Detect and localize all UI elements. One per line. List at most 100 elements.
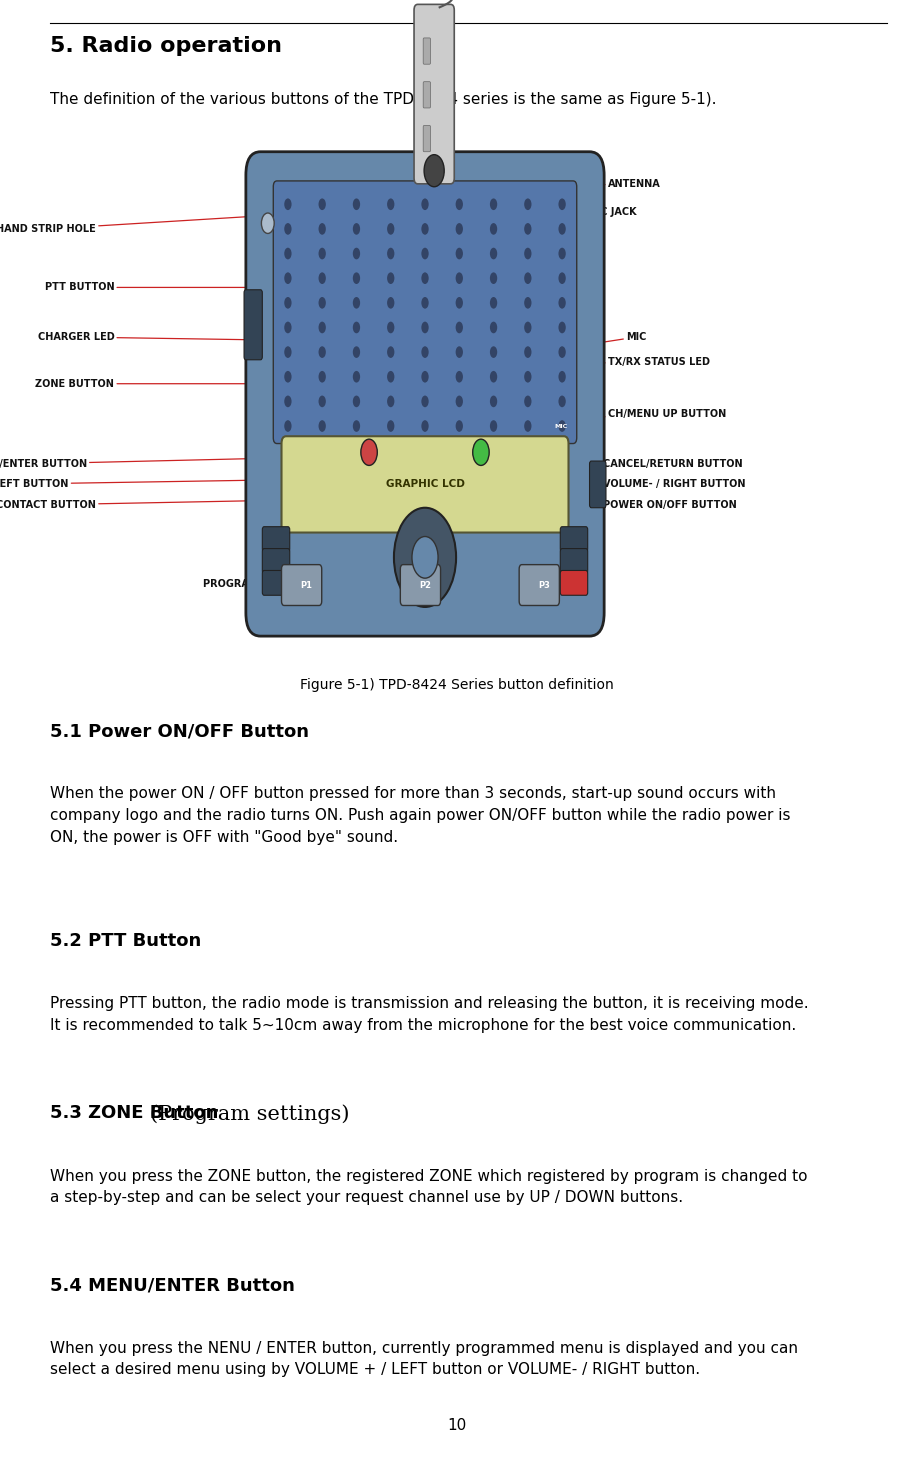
Circle shape xyxy=(421,371,429,382)
Text: When you press the ZONE button, the registered ZONE which registered by program : When you press the ZONE button, the regi… xyxy=(50,1169,808,1205)
Circle shape xyxy=(318,248,325,260)
Circle shape xyxy=(387,395,395,407)
Circle shape xyxy=(261,213,274,233)
Circle shape xyxy=(490,321,497,333)
Text: 5.4 MENU/ENTER Button: 5.4 MENU/ENTER Button xyxy=(50,1277,295,1294)
Circle shape xyxy=(558,298,566,309)
Circle shape xyxy=(353,395,360,407)
Circle shape xyxy=(284,420,292,432)
Circle shape xyxy=(455,395,462,407)
Circle shape xyxy=(490,223,497,235)
Text: HAND STRIP HOLE: HAND STRIP HOLE xyxy=(0,214,255,233)
Circle shape xyxy=(421,198,429,210)
Circle shape xyxy=(558,198,566,210)
Circle shape xyxy=(525,371,532,382)
Text: P2: P2 xyxy=(419,581,431,589)
Circle shape xyxy=(318,371,325,382)
Circle shape xyxy=(490,198,497,210)
Circle shape xyxy=(318,198,325,210)
Circle shape xyxy=(318,298,325,309)
Circle shape xyxy=(394,508,456,607)
Circle shape xyxy=(421,420,429,432)
Text: The definition of the various buttons of the TPD-8424 series is the same as Figu: The definition of the various buttons of… xyxy=(50,92,717,107)
Text: CH/MENU DOWN BUTTON: CH/MENU DOWN BUTTON xyxy=(415,589,554,603)
Text: PTT BUTTON: PTT BUTTON xyxy=(45,283,250,292)
FancyBboxPatch shape xyxy=(400,565,441,605)
Text: POWER ON/OFF BUTTON: POWER ON/OFF BUTTON xyxy=(551,499,737,509)
Circle shape xyxy=(284,321,292,333)
Circle shape xyxy=(353,298,360,309)
FancyBboxPatch shape xyxy=(282,436,569,533)
Circle shape xyxy=(455,273,462,285)
Text: Figure 5-1) TPD-8424 Series button definition: Figure 5-1) TPD-8424 Series button defin… xyxy=(300,678,614,693)
Circle shape xyxy=(387,321,395,333)
Circle shape xyxy=(490,420,497,432)
Circle shape xyxy=(558,420,566,432)
Circle shape xyxy=(421,298,429,309)
FancyBboxPatch shape xyxy=(246,152,604,636)
Text: MIC: MIC xyxy=(555,425,568,429)
FancyBboxPatch shape xyxy=(273,181,577,444)
Circle shape xyxy=(284,395,292,407)
Circle shape xyxy=(455,198,462,210)
Circle shape xyxy=(525,223,532,235)
Circle shape xyxy=(387,346,395,357)
FancyBboxPatch shape xyxy=(590,461,606,508)
Text: PROGRAMMABLE BUTTON: PROGRAMMABLE BUTTON xyxy=(204,576,345,588)
Circle shape xyxy=(421,395,429,407)
Circle shape xyxy=(490,371,497,382)
Circle shape xyxy=(353,321,360,333)
Circle shape xyxy=(284,198,292,210)
Text: MIC: MIC xyxy=(575,333,646,347)
Circle shape xyxy=(490,273,497,285)
Circle shape xyxy=(455,346,462,357)
Circle shape xyxy=(525,346,532,357)
Circle shape xyxy=(353,371,360,382)
Circle shape xyxy=(318,223,325,235)
Circle shape xyxy=(318,346,325,357)
Circle shape xyxy=(318,273,325,285)
Circle shape xyxy=(558,371,566,382)
Circle shape xyxy=(424,155,444,187)
Circle shape xyxy=(284,298,292,309)
Text: CANCEL/RETURN BUTTON: CANCEL/RETURN BUTTON xyxy=(555,457,743,468)
Text: CH/MENU UP BUTTON: CH/MENU UP BUTTON xyxy=(597,410,726,419)
Circle shape xyxy=(525,248,532,260)
Circle shape xyxy=(284,223,292,235)
Circle shape xyxy=(558,395,566,407)
Circle shape xyxy=(455,223,462,235)
Circle shape xyxy=(525,420,532,432)
Text: When you press the NENU / ENTER button, currently programmed menu is displayed a: When you press the NENU / ENTER button, … xyxy=(50,1341,798,1377)
Circle shape xyxy=(525,198,532,210)
Circle shape xyxy=(284,346,292,357)
Circle shape xyxy=(387,273,395,285)
Circle shape xyxy=(387,371,395,382)
Circle shape xyxy=(412,537,438,578)
Text: 10: 10 xyxy=(447,1418,467,1433)
FancyBboxPatch shape xyxy=(560,570,588,595)
Text: TX/RX STATUS LED: TX/RX STATUS LED xyxy=(513,357,710,366)
Circle shape xyxy=(387,420,395,432)
Text: (Program settings): (Program settings) xyxy=(151,1104,350,1123)
Circle shape xyxy=(421,321,429,333)
FancyBboxPatch shape xyxy=(262,570,290,595)
Text: P1: P1 xyxy=(300,581,313,589)
Circle shape xyxy=(361,439,377,465)
Circle shape xyxy=(318,395,325,407)
Text: 5.1 Power ON/OFF Button: 5.1 Power ON/OFF Button xyxy=(50,722,309,740)
Circle shape xyxy=(284,371,292,382)
Circle shape xyxy=(455,321,462,333)
Circle shape xyxy=(473,439,489,465)
Text: VOLUME- / RIGHT BUTTON: VOLUME- / RIGHT BUTTON xyxy=(549,479,746,489)
Circle shape xyxy=(490,346,497,357)
Circle shape xyxy=(558,273,566,285)
FancyBboxPatch shape xyxy=(560,527,588,552)
FancyBboxPatch shape xyxy=(414,4,454,184)
Circle shape xyxy=(318,321,325,333)
Circle shape xyxy=(525,298,532,309)
FancyBboxPatch shape xyxy=(262,549,290,573)
Circle shape xyxy=(421,273,429,285)
Circle shape xyxy=(490,248,497,260)
Text: GRAPHIC LCD: GRAPHIC LCD xyxy=(386,480,464,489)
Circle shape xyxy=(490,298,497,309)
